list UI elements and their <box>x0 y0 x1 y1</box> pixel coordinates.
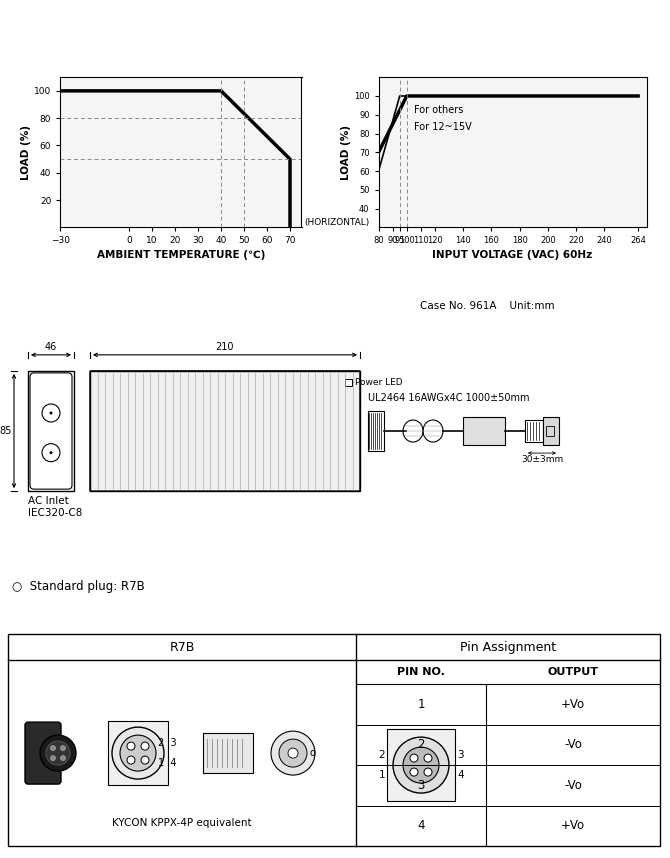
Circle shape <box>120 735 156 771</box>
Circle shape <box>40 735 76 771</box>
Text: ○  Standard plug: R7B: ○ Standard plug: R7B <box>12 580 145 593</box>
Circle shape <box>50 756 56 760</box>
Text: Case No. 961A    Unit:mm: Case No. 961A Unit:mm <box>420 301 555 311</box>
Text: 2: 2 <box>379 750 385 760</box>
Text: 210: 210 <box>216 341 234 352</box>
Text: UL2464 16AWGx4C 1000±50mm: UL2464 16AWGx4C 1000±50mm <box>368 393 529 403</box>
Circle shape <box>112 727 164 779</box>
Text: 3: 3 <box>417 779 425 792</box>
Text: -Vo: -Vo <box>564 739 582 752</box>
Circle shape <box>271 731 315 775</box>
Text: -Vo: -Vo <box>564 779 582 792</box>
Bar <box>387 729 455 801</box>
Text: 46: 46 <box>45 341 57 352</box>
Circle shape <box>127 756 135 764</box>
Text: 1: 1 <box>417 698 425 711</box>
Text: ■ Static Characteristics: ■ Static Characteristics <box>339 52 488 63</box>
Text: 30±3mm: 30±3mm <box>521 455 563 464</box>
Bar <box>546 426 554 436</box>
Text: 2: 2 <box>417 739 425 752</box>
Circle shape <box>127 742 135 750</box>
Circle shape <box>50 746 56 751</box>
Circle shape <box>410 754 418 762</box>
Text: o: o <box>309 748 315 758</box>
Text: 4: 4 <box>457 770 464 780</box>
Text: OUTPUT: OUTPUT <box>547 668 598 677</box>
Circle shape <box>288 748 298 758</box>
Bar <box>90 371 360 491</box>
Circle shape <box>403 747 439 783</box>
X-axis label: AMBIENT TEMPERATURE (℃): AMBIENT TEMPERATURE (℃) <box>96 250 265 260</box>
Y-axis label: LOAD (%): LOAD (%) <box>21 124 31 180</box>
Text: PIN NO.: PIN NO. <box>397 668 445 677</box>
Text: 85: 85 <box>0 426 12 436</box>
Bar <box>543 417 559 445</box>
Circle shape <box>410 768 418 776</box>
Circle shape <box>60 746 66 751</box>
Text: 1: 1 <box>379 770 385 780</box>
FancyBboxPatch shape <box>90 371 360 491</box>
Text: KYCON KPPX-4P equivalent: KYCON KPPX-4P equivalent <box>112 818 252 828</box>
Text: For 12~15V: For 12~15V <box>414 122 472 132</box>
Text: ■ DC output plug: ■ DC output plug <box>9 546 117 556</box>
Circle shape <box>393 737 449 793</box>
Bar <box>28 371 74 491</box>
Text: Power LED: Power LED <box>355 378 403 388</box>
Text: AC Inlet
IEC320-C8: AC Inlet IEC320-C8 <box>28 496 82 517</box>
Bar <box>368 411 384 451</box>
Circle shape <box>60 756 66 760</box>
Circle shape <box>279 739 307 767</box>
Bar <box>463 417 505 445</box>
Text: For others: For others <box>414 105 463 115</box>
Circle shape <box>424 754 432 762</box>
Text: +Vo: +Vo <box>561 819 585 832</box>
Text: 4: 4 <box>417 819 425 832</box>
Bar <box>345 379 352 386</box>
Bar <box>108 721 168 785</box>
Circle shape <box>50 451 52 454</box>
FancyBboxPatch shape <box>25 722 61 784</box>
Circle shape <box>50 412 52 414</box>
Text: 2  3: 2 3 <box>158 738 177 748</box>
Text: ■ Mechanical Specification: ■ Mechanical Specification <box>10 266 180 276</box>
Bar <box>525 420 543 442</box>
Text: (HORIZONTAL): (HORIZONTAL) <box>304 219 369 227</box>
Circle shape <box>141 756 149 764</box>
Text: Pin Assignment: Pin Assignment <box>460 641 556 654</box>
Text: R7B: R7B <box>170 641 195 654</box>
Circle shape <box>141 742 149 750</box>
Text: 3: 3 <box>457 750 464 760</box>
Bar <box>203 733 253 773</box>
Circle shape <box>424 768 432 776</box>
Bar <box>8 634 660 846</box>
Text: ■ Derating Curve: ■ Derating Curve <box>9 52 119 63</box>
Circle shape <box>46 741 70 765</box>
Y-axis label: LOAD (%): LOAD (%) <box>341 124 351 180</box>
Text: 1  4: 1 4 <box>158 758 176 768</box>
X-axis label: INPUT VOLTAGE (VAC) 60Hz: INPUT VOLTAGE (VAC) 60Hz <box>432 250 593 260</box>
Text: +Vo: +Vo <box>561 698 585 711</box>
